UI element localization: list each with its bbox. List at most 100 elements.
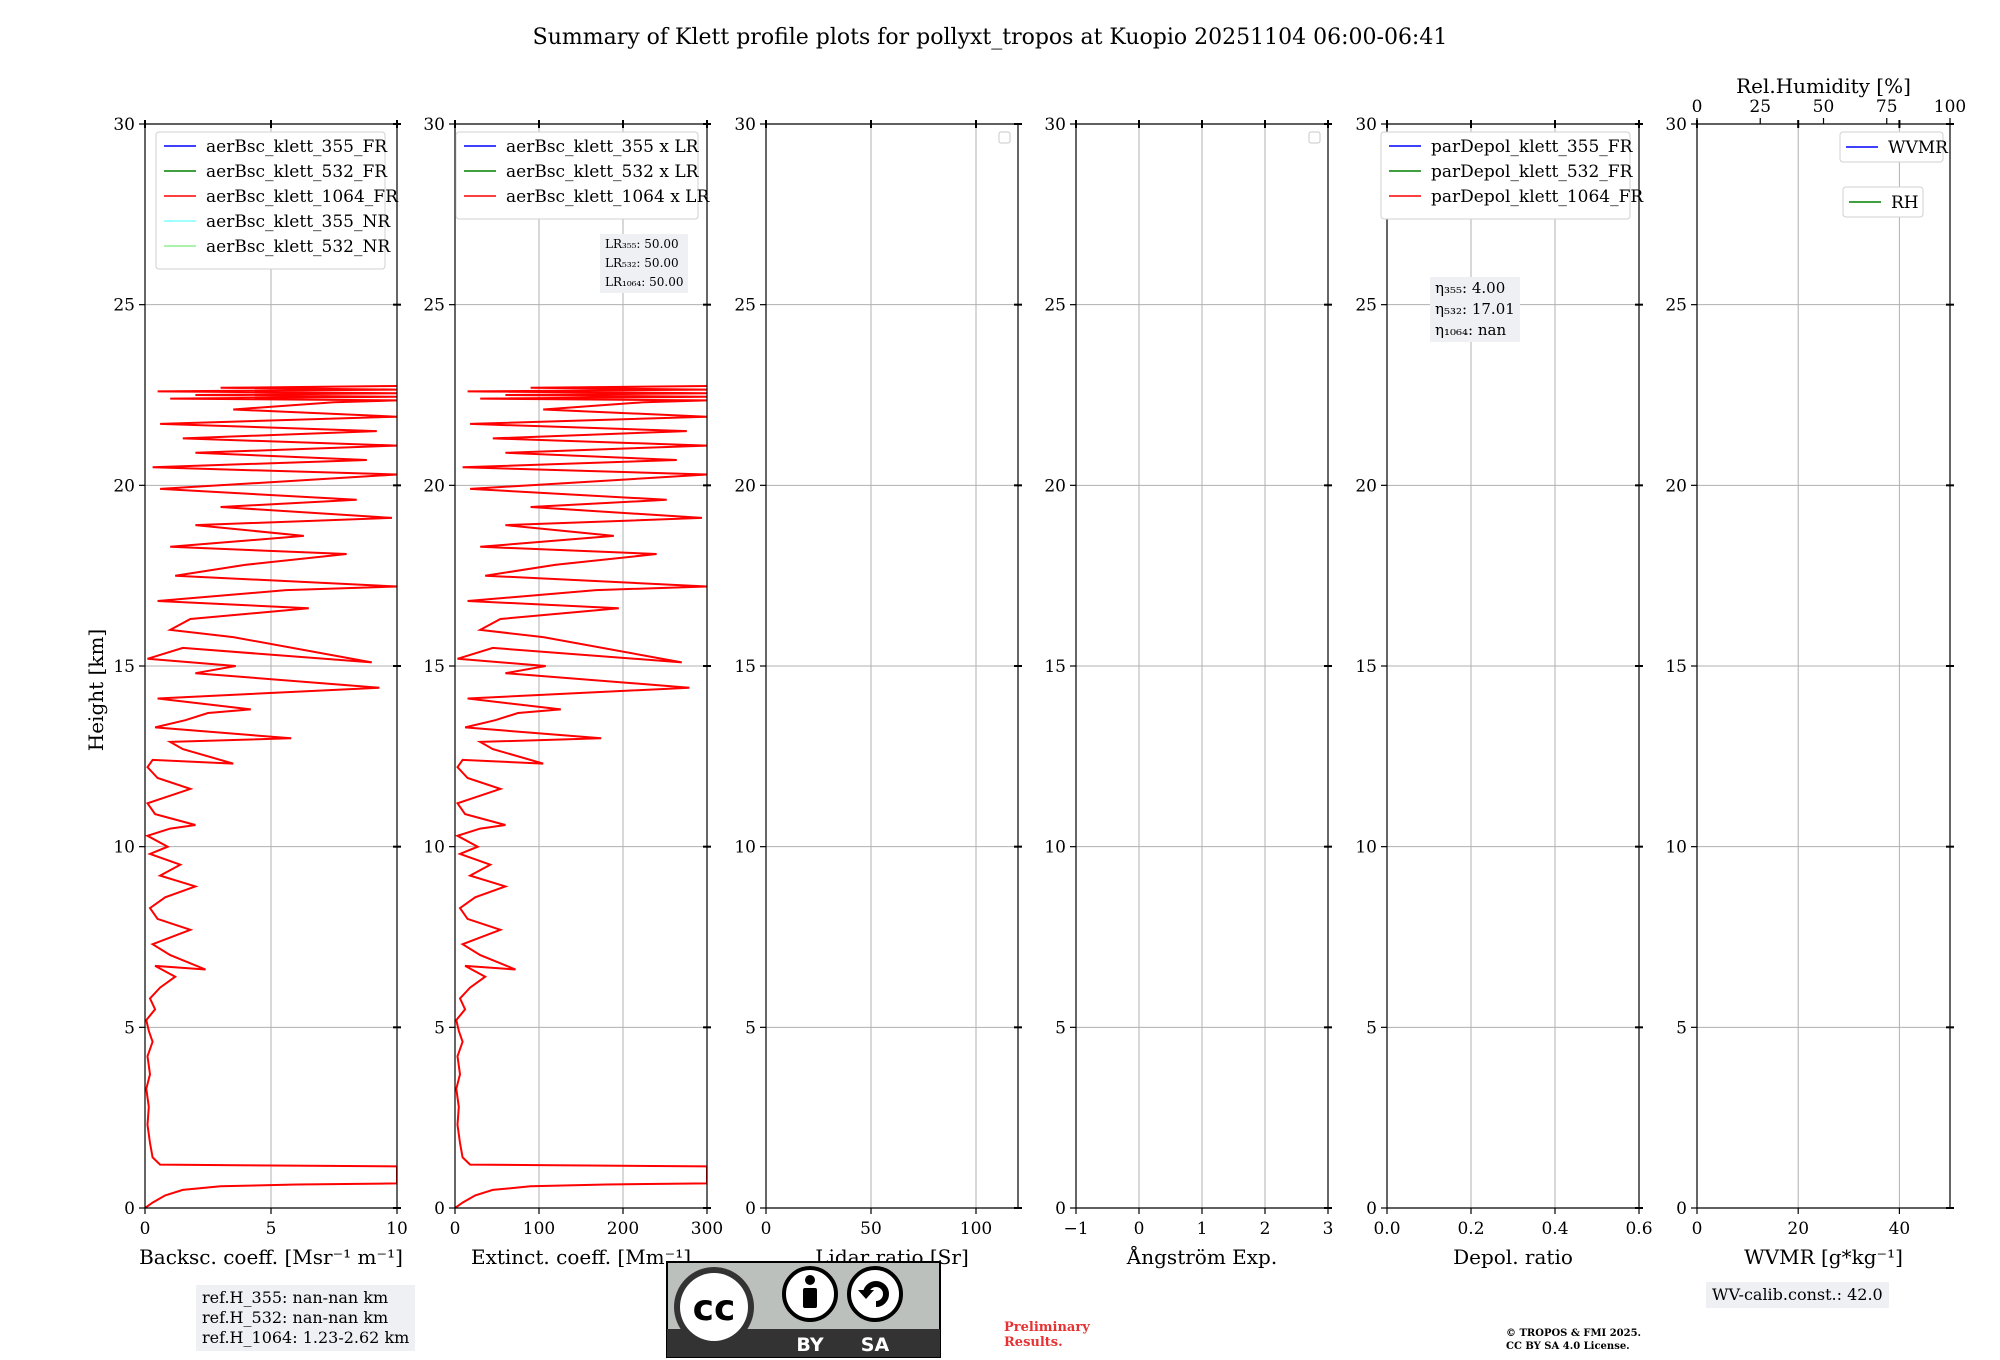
y-tick-label: 10 [113, 838, 135, 858]
y-tick-label: 10 [1044, 838, 1066, 858]
cc-license-badge: cc BY SA [666, 1261, 941, 1358]
x-tick-label: 300 [691, 1219, 723, 1239]
y-tick-label: 5 [124, 1018, 135, 1038]
lidar-ratio-box: LR₃₅₅: 50.00 LR₅₃₂: 50.00 LR₁₀₆₄: 50.00 [600, 234, 689, 293]
top-x-axis-label: Rel.Humidity [%] [1736, 74, 1911, 98]
by-label: BY [796, 1334, 823, 1356]
y-tick-label: 30 [1044, 115, 1066, 135]
preliminary-line-1: Preliminary [1004, 1320, 1090, 1335]
top-x-tick-label: 75 [1876, 97, 1898, 117]
x-tick-label: 2 [1260, 1219, 1271, 1239]
x-axis-label: Depol. ratio [1453, 1245, 1573, 1269]
legend-entry: aerBsc_klett_532_NR [206, 237, 391, 257]
y-tick-label: 25 [113, 296, 135, 316]
x-tick-label: 10 [386, 1219, 408, 1239]
eta-355: η₃₅₅: 4.00 [1435, 279, 1506, 297]
legend-entry: aerBsc_klett_532 x LR [506, 162, 700, 182]
x-tick-label: 3 [1323, 1219, 1334, 1239]
series-line-aerBsc_klett_1064_FR [145, 385, 397, 1208]
eta-1064: η₁₀₆₄: nan [1435, 321, 1507, 339]
legend-entry: aerBsc_klett_532_FR [206, 162, 388, 182]
x-tick-label: 0.6 [1625, 1219, 1652, 1239]
y-tick-label: 0 [1055, 1199, 1066, 1219]
copyright-line-2: CC BY SA 4.0 License. [1506, 1341, 1630, 1352]
y-tick-label: 0 [124, 1199, 135, 1219]
y-tick-label: 5 [1055, 1018, 1066, 1038]
x-tick-label: 0.2 [1457, 1219, 1484, 1239]
y-tick-label: 0 [1366, 1199, 1377, 1219]
y-tick-label: 10 [1355, 838, 1377, 858]
series-line-aerBsc_klett_1064_FR [455, 385, 707, 1208]
legend-entry: aerBsc_klett_1064 x LR [506, 187, 710, 207]
legend-entry: aerBsc_klett_355_FR [206, 137, 388, 157]
panel-wv: 0 20 40 0 5 10 15 20 25 30 WVMR [g*kg⁻¹] 0 25 50 75 100… [1665, 74, 1966, 1269]
preliminary-line-2: Results. [1004, 1335, 1063, 1350]
y-tick-label: 10 [423, 838, 445, 858]
legend-entry: parDepol_klett_532_FR [1431, 162, 1634, 182]
y-tick-label: 25 [1044, 296, 1066, 316]
y-tick-label: 0 [745, 1199, 756, 1219]
eta-box: η₃₅₅: 4.00 η₅₃₂: 17.01 η₁₀₆₄: nan [1430, 277, 1520, 342]
legend-entry: parDepol_klett_355_FR [1431, 137, 1634, 157]
y-tick-label: 25 [1355, 296, 1377, 316]
y-tick-label: 5 [745, 1018, 756, 1038]
y-tick-label: 0 [434, 1199, 445, 1219]
x-tick-label: 0 [450, 1219, 461, 1239]
x-tick-label: 0.0 [1373, 1219, 1400, 1239]
top-x-tick-label: 50 [1813, 97, 1835, 117]
x-tick-label: 1 [1197, 1219, 1208, 1239]
x-tick-label: 50 [860, 1219, 882, 1239]
y-tick-label: 15 [1665, 657, 1687, 677]
x-tick-label: 20 [1787, 1219, 1809, 1239]
y-tick-label: 10 [734, 838, 756, 858]
top-x-tick-label: 25 [1749, 97, 1771, 117]
ref-height-355: ref.H_355: nan-nan km [202, 1288, 389, 1307]
legend-box [455, 131, 699, 220]
preliminary-results-note: Preliminary Results. [1004, 1320, 1090, 1350]
x-tick-label: 0 [140, 1219, 151, 1239]
sa-label: SA [861, 1334, 890, 1356]
x-axis-label: Ångström Exp. [1126, 1244, 1277, 1269]
y-tick-label: 20 [1665, 476, 1687, 496]
y-tick-label: 20 [1044, 476, 1066, 496]
x-tick-label: 40 [1889, 1219, 1911, 1239]
x-tick-label: 100 [960, 1219, 992, 1239]
legend-entry: aerBsc_klett_1064_FR [206, 187, 399, 207]
y-tick-label: 0 [1676, 1199, 1687, 1219]
y-tick-label: 30 [734, 115, 756, 135]
y-tick-label: 15 [734, 657, 756, 677]
top-x-tick-label: 100 [1934, 97, 1966, 117]
lr-355: LR₃₅₅: 50.00 [605, 237, 679, 251]
legend-box [155, 131, 386, 270]
x-tick-label: 200 [607, 1219, 639, 1239]
y-tick-label: 30 [423, 115, 445, 135]
y-tick-label: 30 [1355, 115, 1377, 135]
y-tick-label: 5 [1676, 1018, 1687, 1038]
legend-entry: aerBsc_klett_355 x LR [506, 137, 700, 157]
x-axis-label: WVMR [g*kg⁻¹] [1744, 1245, 1903, 1269]
legend-entry: RH [1891, 193, 1919, 213]
y-axis-label: Height [km] [84, 629, 108, 751]
x-tick-label: 5 [266, 1219, 277, 1239]
y-tick-label: 15 [113, 657, 135, 677]
legend-box [1839, 131, 1944, 163]
wv-calib-box: WV-calib.const.: 42.0 [1706, 1282, 1889, 1308]
wv-calib-const: WV-calib.const.: 42.0 [1712, 1285, 1883, 1304]
lr-532: LR₅₃₂: 50.00 [605, 256, 679, 270]
y-tick-label: 5 [434, 1018, 445, 1038]
x-axis-label: Extinct. coeff. [Mm⁻¹] [471, 1245, 691, 1269]
top-x-tick-label: 0 [1692, 97, 1703, 117]
legend-entry: parDepol_klett_1064_FR [1431, 187, 1644, 207]
y-tick-label: 25 [734, 296, 756, 316]
y-tick-label: 20 [734, 476, 756, 496]
y-tick-label: 20 [423, 476, 445, 496]
x-tick-label: −1 [1063, 1219, 1088, 1239]
sa-icon [847, 1266, 903, 1322]
y-tick-label: 30 [1665, 115, 1687, 135]
y-tick-label: 25 [423, 296, 445, 316]
legend-box [1380, 131, 1631, 220]
x-tick-label: 100 [523, 1219, 555, 1239]
x-tick-label: 0 [761, 1219, 772, 1239]
